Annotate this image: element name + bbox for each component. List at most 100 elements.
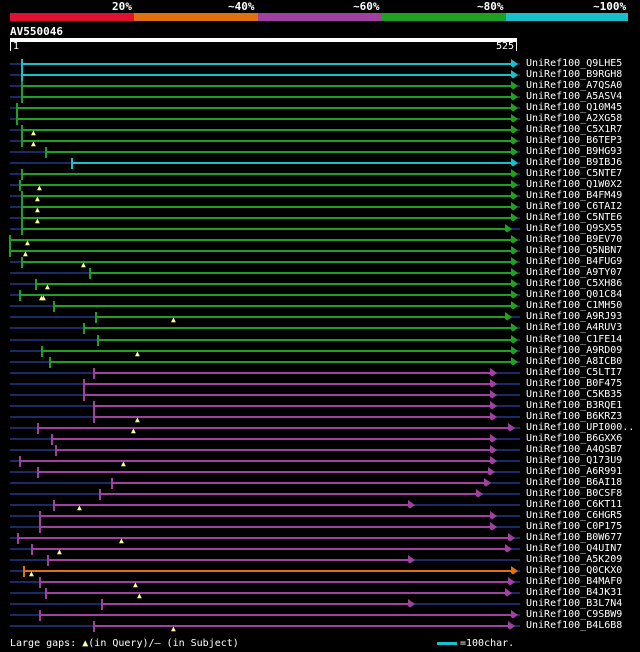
hit-row[interactable]: UniRef100_C6HGR5 — [0, 509, 640, 524]
hit-row[interactable]: ▲ UniRef100_A9RD09 — [0, 344, 640, 359]
hit-row[interactable]: UniRef100_C5NTE7 — [0, 168, 640, 183]
hit-label[interactable]: UniRef100_B0CSF8 — [526, 487, 623, 499]
hit-label[interactable]: UniRef100_A5ASV4 — [526, 91, 623, 103]
hit-label[interactable]: UniRef100_Q01C84 — [526, 289, 623, 301]
hit-row[interactable]: ▲ UniRef100_Q0CKX0 — [0, 564, 640, 579]
hit-label[interactable]: UniRef100_B9RGH8 — [526, 69, 623, 81]
hit-row[interactable]: ▲ UniRef100_C5NTE6 — [0, 212, 640, 227]
hit-label[interactable]: UniRef100_B4MAF0 — [526, 575, 623, 587]
hit-row[interactable]: ▲ UniRef100_B4FM49 — [0, 190, 640, 205]
hit-row[interactable]: ▲ UniRef100_B6TEP3 — [0, 135, 640, 150]
hit-row[interactable]: ▲ UniRef100_B9EV70 — [0, 234, 640, 249]
hit-row[interactable]: UniRef100_C1MH50 — [0, 300, 640, 315]
hit-label[interactable]: UniRef100_B9EV70 — [526, 234, 623, 246]
hit-row[interactable]: UniRef100_B0CSF8 — [0, 487, 640, 502]
hit-label[interactable]: UniRef100_C0P175 — [526, 520, 623, 532]
hit-label[interactable]: UniRef100_B0W677 — [526, 531, 623, 543]
hit-label[interactable]: UniRef100_Q9SX55 — [526, 223, 623, 235]
hit-row[interactable]: ▲ UniRef100_Q173U9 — [0, 454, 640, 469]
hit-label[interactable]: UniRef100_C6HGR5 — [526, 509, 623, 521]
hit-row[interactable]: ▲ UniRef100_Q1W0X2 — [0, 179, 640, 194]
hit-row[interactable]: UniRef100_A6R991 — [0, 466, 640, 480]
hit-row[interactable]: UniRef100_B3L7N4 — [0, 597, 640, 612]
hit-row[interactable]: ▲ UniRef100_C6TAI2 — [0, 201, 640, 216]
hit-row[interactable]: UniRef100_C9SBW9 — [0, 609, 640, 623]
hit-label[interactable]: UniRef100_C5LTI7 — [526, 366, 623, 378]
hit-row[interactable]: UniRef100_B6AI18 — [0, 476, 640, 491]
hit-row[interactable]: ▲ UniRef100_UPI000.. — [0, 421, 640, 436]
hit-label[interactable]: UniRef100_Q173U9 — [526, 454, 623, 466]
hit-row[interactable]: UniRef100_C0P175 — [0, 520, 640, 535]
hit-label[interactable]: UniRef100_B4JK31 — [526, 586, 623, 598]
hit-label[interactable]: UniRef100_A4QSB7 — [526, 443, 623, 455]
hit-label[interactable]: UniRef100_C6TAI2 — [526, 201, 623, 213]
hit-row[interactable]: ▲ UniRef100_B4FUG9 — [0, 256, 640, 271]
hit-label[interactable]: UniRef100_C9SBW9 — [526, 609, 623, 620]
hit-row[interactable]: UniRef100_A4RUV3 — [0, 322, 640, 337]
hit-label[interactable]: UniRef100_B0F475 — [526, 377, 623, 389]
hit-label[interactable]: UniRef100_A7QSA0 — [526, 80, 623, 92]
hit-row[interactable]: ▲ UniRef100_A9RJ93 — [0, 311, 640, 326]
hit-row[interactable]: UniRef100_Q10M45 — [0, 102, 640, 117]
hit-label[interactable]: UniRef100_Q4UIN7 — [526, 542, 623, 554]
hit-row[interactable]: UniRef100_B9HG93 — [0, 146, 640, 161]
hit-label[interactable]: UniRef100_B6TEP3 — [526, 135, 623, 147]
hit-label[interactable]: UniRef100_B6GXX6 — [526, 432, 623, 444]
hit-row[interactable]: UniRef100_C1FE14 — [0, 333, 640, 348]
hit-row[interactable]: UniRef100_B0F475 — [0, 377, 640, 392]
hit-row[interactable]: UniRef100_A9TY07 — [0, 267, 640, 282]
hit-label[interactable]: UniRef100_A9RD09 — [526, 344, 623, 356]
hit-label[interactable]: UniRef100_C5XH86 — [526, 278, 623, 290]
hit-label[interactable]: UniRef100_B6AI18 — [526, 476, 623, 488]
hit-label[interactable]: UniRef100_B3L7N4 — [526, 597, 623, 609]
hit-label[interactable]: UniRef100_Q9LHE5 — [526, 58, 623, 69]
hit-row[interactable]: UniRef100_A5ASV4 — [0, 91, 640, 106]
hit-row[interactable]: UniRef100_B9IBJ6 — [0, 157, 640, 172]
hit-row[interactable]: UniRef100_A2XG58 — [0, 113, 640, 128]
hit-row[interactable]: UniRef100_A4QSB7 — [0, 443, 640, 458]
hit-label[interactable]: UniRef100_A4RUV3 — [526, 322, 623, 334]
hit-row[interactable]: ▲ UniRef100_C5XH86 — [0, 278, 640, 293]
hit-label[interactable]: UniRef100_B4FM49 — [526, 190, 623, 202]
hit-row[interactable]: ▲ UniRef100_Q5NBN7 — [0, 245, 640, 260]
hit-label[interactable]: UniRef100_C1FE14 — [526, 333, 623, 345]
hit-label[interactable]: UniRef100_C5NTE7 — [526, 168, 623, 180]
hit-row[interactable]: ▲ UniRef100_Q4UIN7 — [0, 542, 640, 557]
hit-row[interactable]: ▲ UniRef100_B6KRZ3 — [0, 410, 640, 425]
hit-label[interactable]: UniRef100_B4FUG9 — [526, 256, 623, 268]
hit-label[interactable]: UniRef100_A8ICB0 — [526, 355, 623, 367]
hit-row[interactable]: UniRef100_A5K209 — [0, 553, 640, 568]
hit-label[interactable]: UniRef100_Q0CKX0 — [526, 564, 623, 576]
hit-label[interactable]: UniRef100_B9HG93 — [526, 146, 623, 158]
hit-label[interactable]: UniRef100_A2XG58 — [526, 113, 623, 125]
hit-row[interactable]: UniRef100_A8ICB0 — [0, 355, 640, 370]
hit-label[interactable]: UniRef100_Q10M45 — [526, 102, 623, 114]
hit-row[interactable]: ▲ UniRef100_B0W677 — [0, 531, 640, 546]
hit-row[interactable]: ▲ UniRef100_B4L6B8 — [0, 620, 640, 635]
hit-row[interactable]: UniRef100_B9RGH8 — [0, 69, 640, 84]
hit-row[interactable]: ▲ ▲ UniRef100_Q01C84 — [0, 289, 640, 304]
hit-label[interactable]: UniRef100_B3RQE1 — [526, 399, 623, 411]
hit-label[interactable]: UniRef100_A9RJ93 — [526, 311, 623, 323]
hit-label[interactable]: UniRef100_C5NTE6 — [526, 212, 623, 224]
hit-row[interactable]: ▲ UniRef100_C6KT11 — [0, 498, 640, 513]
hit-label[interactable]: UniRef100_C1MH50 — [526, 300, 623, 312]
hit-label[interactable]: UniRef100_A9TY07 — [526, 267, 623, 279]
hit-label[interactable]: UniRef100_B6KRZ3 — [526, 410, 623, 422]
hit-row[interactable]: ▲ UniRef100_B4JK31 — [0, 586, 640, 601]
hit-label[interactable]: UniRef100_C6KT11 — [526, 498, 623, 510]
hit-row[interactable]: UniRef100_Q9SX55 — [0, 223, 640, 238]
hit-row[interactable]: UniRef100_B3RQE1 — [0, 399, 640, 414]
hit-label[interactable]: UniRef100_B4L6B8 — [526, 620, 623, 632]
hit-label[interactable]: UniRef100_A5K209 — [526, 553, 623, 565]
hit-label[interactable]: UniRef100_Q1W0X2 — [526, 179, 623, 191]
hit-row[interactable]: UniRef100_A7QSA0 — [0, 80, 640, 95]
hit-label[interactable]: UniRef100_Q5NBN7 — [526, 245, 623, 257]
hit-row[interactable]: ▲ UniRef100_C5X1R7 — [0, 124, 640, 139]
hit-row[interactable]: UniRef100_C5KB35 — [0, 389, 640, 403]
hit-label[interactable]: UniRef100_B9IBJ6 — [526, 157, 623, 169]
hit-label[interactable]: UniRef100_UPI000.. — [526, 421, 635, 433]
hit-row[interactable]: UniRef100_B6GXX6 — [0, 432, 640, 447]
hit-label[interactable]: UniRef100_C5X1R7 — [526, 124, 623, 136]
hit-row[interactable]: UniRef100_C5LTI7 — [0, 366, 640, 381]
